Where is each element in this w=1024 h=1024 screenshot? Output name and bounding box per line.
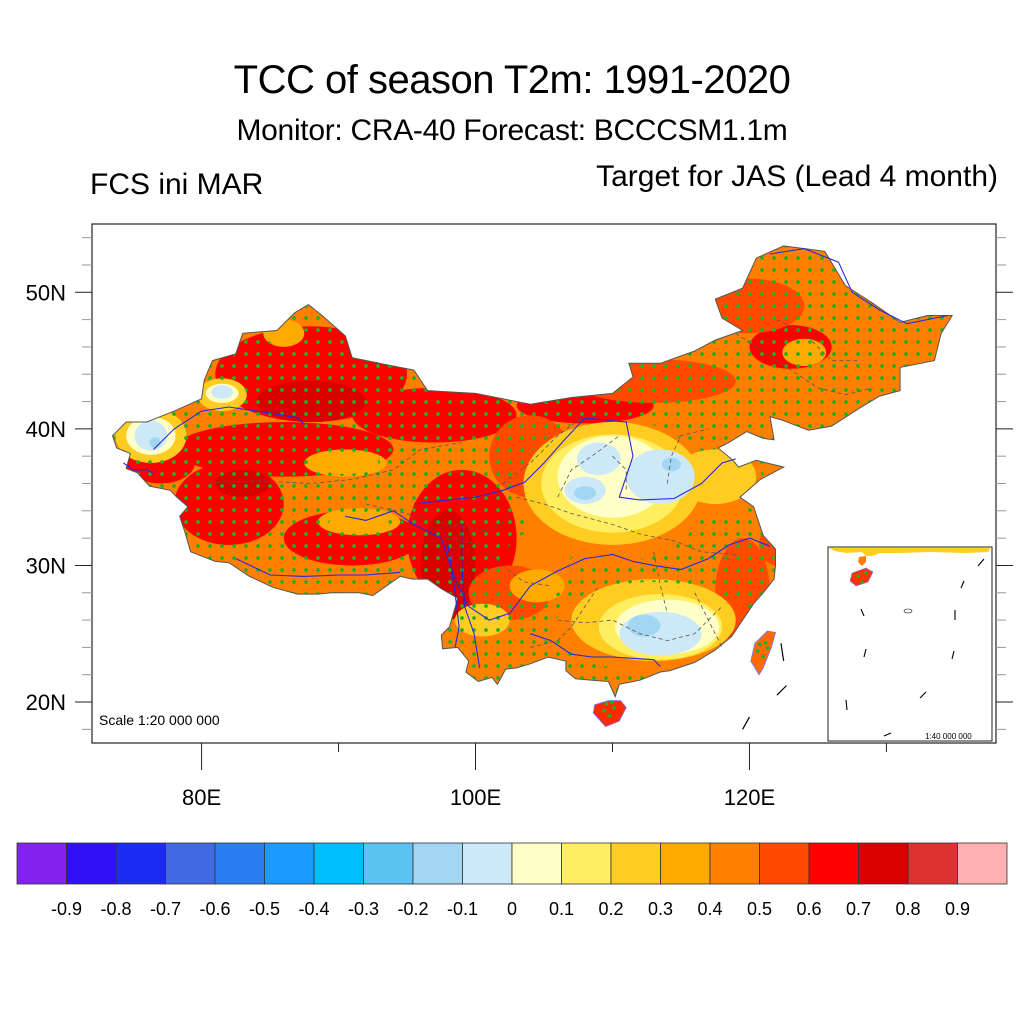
colorbar-swatch (759, 842, 810, 885)
inset-nine-dash-line (845, 558, 985, 737)
chart-subtitle: Monitor: CRA-40 Forecast: BCCCSM1.1m (236, 114, 788, 147)
colorbar-swatch (115, 842, 166, 885)
river (345, 510, 771, 621)
taiwan-island (750, 630, 777, 676)
province-boundary (694, 592, 723, 648)
x-axis: 80E 100E 120E (182, 743, 887, 810)
colorbar-label: -0.4 (298, 899, 329, 919)
province-boundary (201, 442, 462, 484)
x-tick-label: 120E (724, 785, 775, 810)
river (153, 406, 305, 450)
inset-reef (903, 608, 913, 614)
forecast-init-label: FCS ini MAR (90, 168, 264, 201)
colorbar-swatch (412, 842, 463, 885)
colorbar-label: 0.8 (895, 899, 920, 919)
colorbar-swatch (16, 842, 67, 885)
province-boundary (776, 319, 859, 361)
colorbar-label: 0.1 (549, 899, 574, 919)
province-boundary (502, 414, 586, 484)
river (235, 558, 401, 577)
river (530, 633, 661, 667)
colorbar-swatch (511, 842, 562, 885)
colorbar-swatch (610, 842, 661, 885)
hainan-island (592, 700, 627, 728)
inset-scale-label: 1:40 000 000 (925, 732, 972, 741)
colorbar-label: -0.1 (447, 899, 478, 919)
inset-leizhou (858, 556, 866, 566)
colorbar-label: 0.5 (747, 899, 772, 919)
y-tick-label: 30N (26, 553, 66, 578)
colorbar-label: -0.8 (100, 899, 131, 919)
nine-dash-segment (742, 716, 750, 730)
colorbar-label: 0.6 (796, 899, 821, 919)
x-tick-label: 100E (450, 785, 501, 810)
colorbar-swatch (907, 842, 958, 885)
river (461, 524, 481, 668)
colorbar-label: 0.7 (846, 899, 871, 919)
nine-dash-segment (776, 685, 787, 696)
river (447, 544, 460, 648)
colorbar-label: 0.3 (648, 899, 673, 919)
colorbar-swatch (363, 842, 414, 885)
colorbar-label: -0.9 (51, 899, 82, 919)
colorbar-label: -0.3 (348, 899, 379, 919)
colorbar-swatch (214, 842, 265, 885)
province-boundary (557, 435, 620, 498)
colorbar-swatch (561, 842, 612, 885)
province-boundary (448, 537, 551, 587)
colorbar-swatch (264, 842, 315, 885)
y-axis: 20N 30N 40N 50N (26, 237, 1013, 730)
province-boundary (365, 503, 511, 532)
colorbar-label: 0 (507, 899, 517, 919)
colorbar-label: -0.2 (397, 899, 428, 919)
inset-mainland (829, 548, 990, 556)
colorbar-swatch (660, 842, 711, 885)
chart-title: TCC of season T2m: 1991-2020 (233, 58, 791, 102)
river (413, 417, 736, 505)
colorbar-label: -0.7 (150, 899, 181, 919)
y-tick-label: 40N (26, 417, 66, 442)
y-tick-label: 50N (26, 280, 66, 305)
target-season-label: Target for JAS (Lead 4 month) (596, 160, 998, 193)
colorbar-label: 0.2 (598, 899, 623, 919)
province-boundary (530, 585, 600, 648)
china-coastline (111, 245, 954, 698)
x-tick-label: 80E (182, 785, 221, 810)
river (769, 248, 949, 325)
colorbar-swatch (858, 842, 909, 885)
river (123, 462, 154, 475)
province-boundary (516, 496, 736, 555)
colorbar-swatch (313, 842, 364, 885)
colorbar-swatch (165, 842, 216, 885)
south-china-sea-inset: 1:40 000 000 (827, 546, 993, 742)
colorbar-swatch (462, 842, 513, 885)
colorbar: -0.9 -0.8 -0.7 -0.6 -0.5 -0.4 -0.3 -0.2 -0.1 0 0.1… (16, 842, 1008, 919)
colorbar-label: 0.9 (945, 899, 970, 919)
nine-dash-segment (780, 643, 785, 662)
colorbar-swatch (957, 842, 1008, 885)
colorbar-label: -0.6 (199, 899, 230, 919)
colorbar-label: 0.4 (697, 899, 722, 919)
colorbar-swatch (808, 842, 859, 885)
province-boundary (666, 428, 709, 484)
province-boundary (735, 332, 873, 396)
province-boundary (557, 606, 723, 642)
colorbar-swatch (66, 842, 117, 885)
scale-label: Scale 1:20 000 000 (99, 712, 220, 728)
colorbar-label: -0.5 (249, 899, 280, 919)
colorbar-swatch (709, 842, 760, 885)
y-tick-label: 20N (26, 690, 66, 715)
